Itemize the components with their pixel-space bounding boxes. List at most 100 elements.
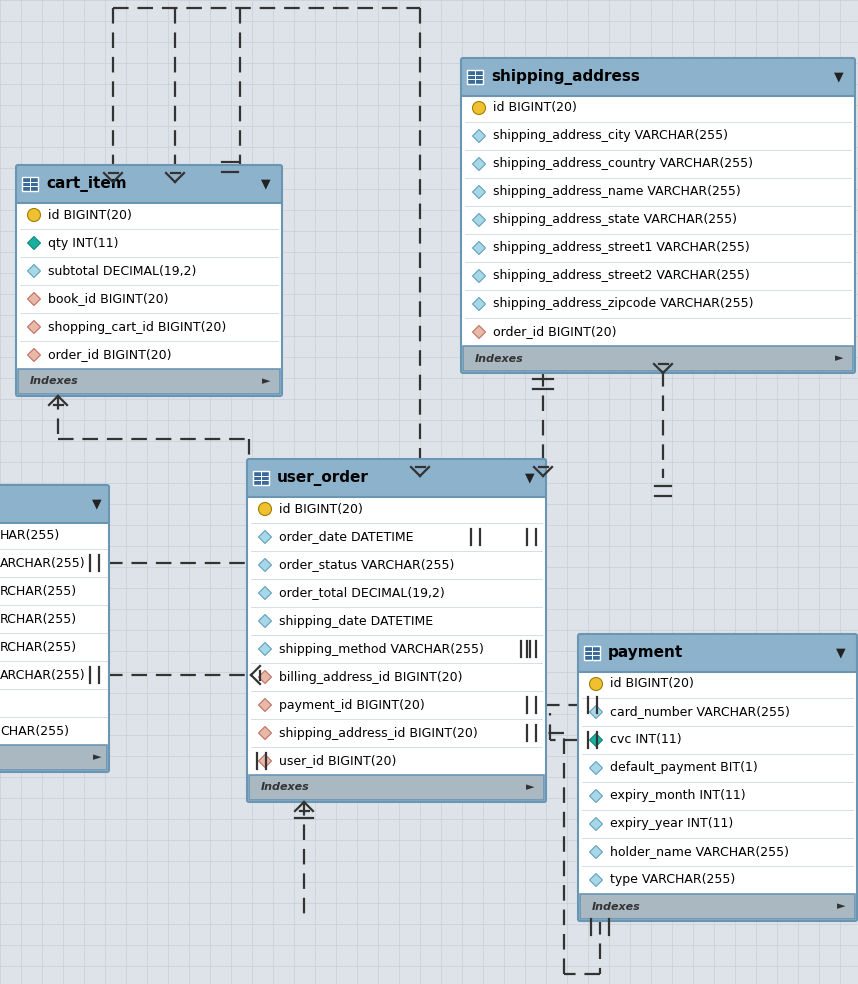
Polygon shape	[589, 818, 602, 830]
Text: subtotal DECIMAL(19,2): subtotal DECIMAL(19,2)	[48, 265, 196, 277]
Bar	[249, 775, 544, 800]
Text: order_status VARCHAR(255): order_status VARCHAR(255)	[279, 559, 455, 572]
Polygon shape	[589, 789, 602, 803]
Text: shipping_address_state VARCHAR(255): shipping_address_state VARCHAR(255)	[493, 214, 737, 226]
Text: shopping_cart_id BIGINT(20): shopping_cart_id BIGINT(20)	[48, 321, 227, 334]
Text: cart_item: cart_item	[46, 176, 127, 192]
FancyBboxPatch shape	[16, 199, 282, 396]
Polygon shape	[258, 614, 271, 628]
Text: order_id BIGINT(20): order_id BIGINT(20)	[493, 326, 617, 338]
Text: shipping_address: shipping_address	[491, 69, 640, 85]
Polygon shape	[258, 530, 271, 543]
Text: id BIGINT(20): id BIGINT(20)	[279, 503, 363, 516]
Text: ►: ►	[93, 753, 101, 763]
Text: ▼: ▼	[92, 498, 102, 511]
Bar	[22, 177, 38, 191]
Polygon shape	[473, 270, 486, 282]
Text: CHAR(255): CHAR(255)	[0, 724, 69, 737]
Text: billing_address_id BIGINT(20): billing_address_id BIGINT(20)	[279, 670, 462, 684]
Bar	[463, 346, 853, 371]
Polygon shape	[589, 762, 602, 774]
Text: id BIGINT(20): id BIGINT(20)	[48, 209, 132, 221]
Text: order_id BIGINT(20): order_id BIGINT(20)	[48, 348, 172, 361]
Bar	[0, 745, 107, 770]
Text: order_date DATETIME: order_date DATETIME	[279, 530, 414, 543]
Polygon shape	[258, 755, 271, 768]
Text: ►: ►	[526, 782, 535, 792]
Polygon shape	[473, 157, 486, 170]
Text: type VARCHAR(255): type VARCHAR(255)	[610, 874, 735, 887]
Text: ►: ►	[835, 353, 843, 363]
Text: payment_id BIGINT(20): payment_id BIGINT(20)	[279, 699, 425, 711]
Text: ▼: ▼	[525, 471, 535, 484]
Polygon shape	[258, 559, 271, 572]
Polygon shape	[473, 297, 486, 311]
Text: cvc INT(11): cvc INT(11)	[610, 733, 681, 747]
Text: shipping_date DATETIME: shipping_date DATETIME	[279, 614, 433, 628]
FancyBboxPatch shape	[461, 92, 855, 373]
Polygon shape	[258, 586, 271, 599]
Text: HAR(255): HAR(255)	[0, 528, 60, 541]
Polygon shape	[473, 214, 486, 226]
Polygon shape	[258, 699, 271, 711]
Polygon shape	[258, 670, 271, 684]
Bar	[253, 471, 269, 485]
Text: user_id BIGINT(20): user_id BIGINT(20)	[279, 755, 396, 768]
Bar	[18, 369, 280, 394]
Polygon shape	[589, 845, 602, 858]
Text: ▼: ▼	[837, 646, 846, 659]
Text: qty INT(11): qty INT(11)	[48, 236, 118, 250]
Bar	[467, 70, 483, 84]
FancyBboxPatch shape	[461, 58, 855, 96]
Text: holder_name VARCHAR(255): holder_name VARCHAR(255)	[610, 845, 789, 858]
Text: shipping_address_city VARCHAR(255): shipping_address_city VARCHAR(255)	[493, 130, 728, 143]
Polygon shape	[27, 236, 40, 250]
Text: Indexes: Indexes	[261, 782, 310, 792]
Text: Indexes: Indexes	[475, 353, 523, 363]
Text: shipping_address_id BIGINT(20): shipping_address_id BIGINT(20)	[279, 726, 478, 740]
Circle shape	[473, 101, 486, 114]
Text: shipping_address_country VARCHAR(255): shipping_address_country VARCHAR(255)	[493, 157, 753, 170]
Text: ▼: ▼	[834, 71, 843, 84]
Polygon shape	[473, 130, 486, 143]
Circle shape	[27, 209, 40, 221]
Text: RCHAR(255): RCHAR(255)	[0, 641, 77, 653]
Text: card_number VARCHAR(255): card_number VARCHAR(255)	[610, 706, 790, 718]
FancyBboxPatch shape	[247, 493, 546, 802]
Circle shape	[258, 503, 271, 516]
Bar	[584, 646, 600, 660]
Text: RCHAR(255): RCHAR(255)	[0, 612, 77, 626]
Text: expiry_month INT(11): expiry_month INT(11)	[610, 789, 746, 803]
Polygon shape	[27, 292, 40, 305]
Text: Indexes: Indexes	[592, 901, 641, 911]
Polygon shape	[258, 643, 271, 655]
Text: shipping_address_street1 VARCHAR(255): shipping_address_street1 VARCHAR(255)	[493, 241, 750, 255]
Polygon shape	[473, 326, 486, 338]
FancyBboxPatch shape	[247, 459, 546, 497]
Polygon shape	[589, 874, 602, 887]
Text: Indexes: Indexes	[30, 377, 79, 387]
FancyBboxPatch shape	[578, 668, 857, 921]
Polygon shape	[473, 186, 486, 199]
Text: user_order: user_order	[277, 470, 369, 486]
Polygon shape	[258, 726, 271, 740]
Text: ▼: ▼	[261, 177, 271, 191]
Text: shipping_address_name VARCHAR(255): shipping_address_name VARCHAR(255)	[493, 186, 740, 199]
Text: shipping_address_zipcode VARCHAR(255): shipping_address_zipcode VARCHAR(255)	[493, 297, 753, 311]
FancyBboxPatch shape	[0, 485, 109, 523]
Text: payment: payment	[608, 646, 683, 660]
Bar	[580, 894, 855, 919]
Text: ►: ►	[837, 901, 845, 911]
Text: expiry_year INT(11): expiry_year INT(11)	[610, 818, 734, 830]
Polygon shape	[27, 265, 40, 277]
FancyBboxPatch shape	[0, 519, 109, 772]
Text: id BIGINT(20): id BIGINT(20)	[493, 101, 577, 114]
Text: default_payment BIT(1): default_payment BIT(1)	[610, 762, 758, 774]
Text: id BIGINT(20): id BIGINT(20)	[610, 678, 694, 691]
Polygon shape	[27, 321, 40, 334]
Polygon shape	[589, 733, 602, 747]
FancyBboxPatch shape	[16, 165, 282, 203]
FancyBboxPatch shape	[578, 634, 857, 672]
Text: book_id BIGINT(20): book_id BIGINT(20)	[48, 292, 168, 305]
Text: ARCHAR(255): ARCHAR(255)	[0, 557, 86, 570]
